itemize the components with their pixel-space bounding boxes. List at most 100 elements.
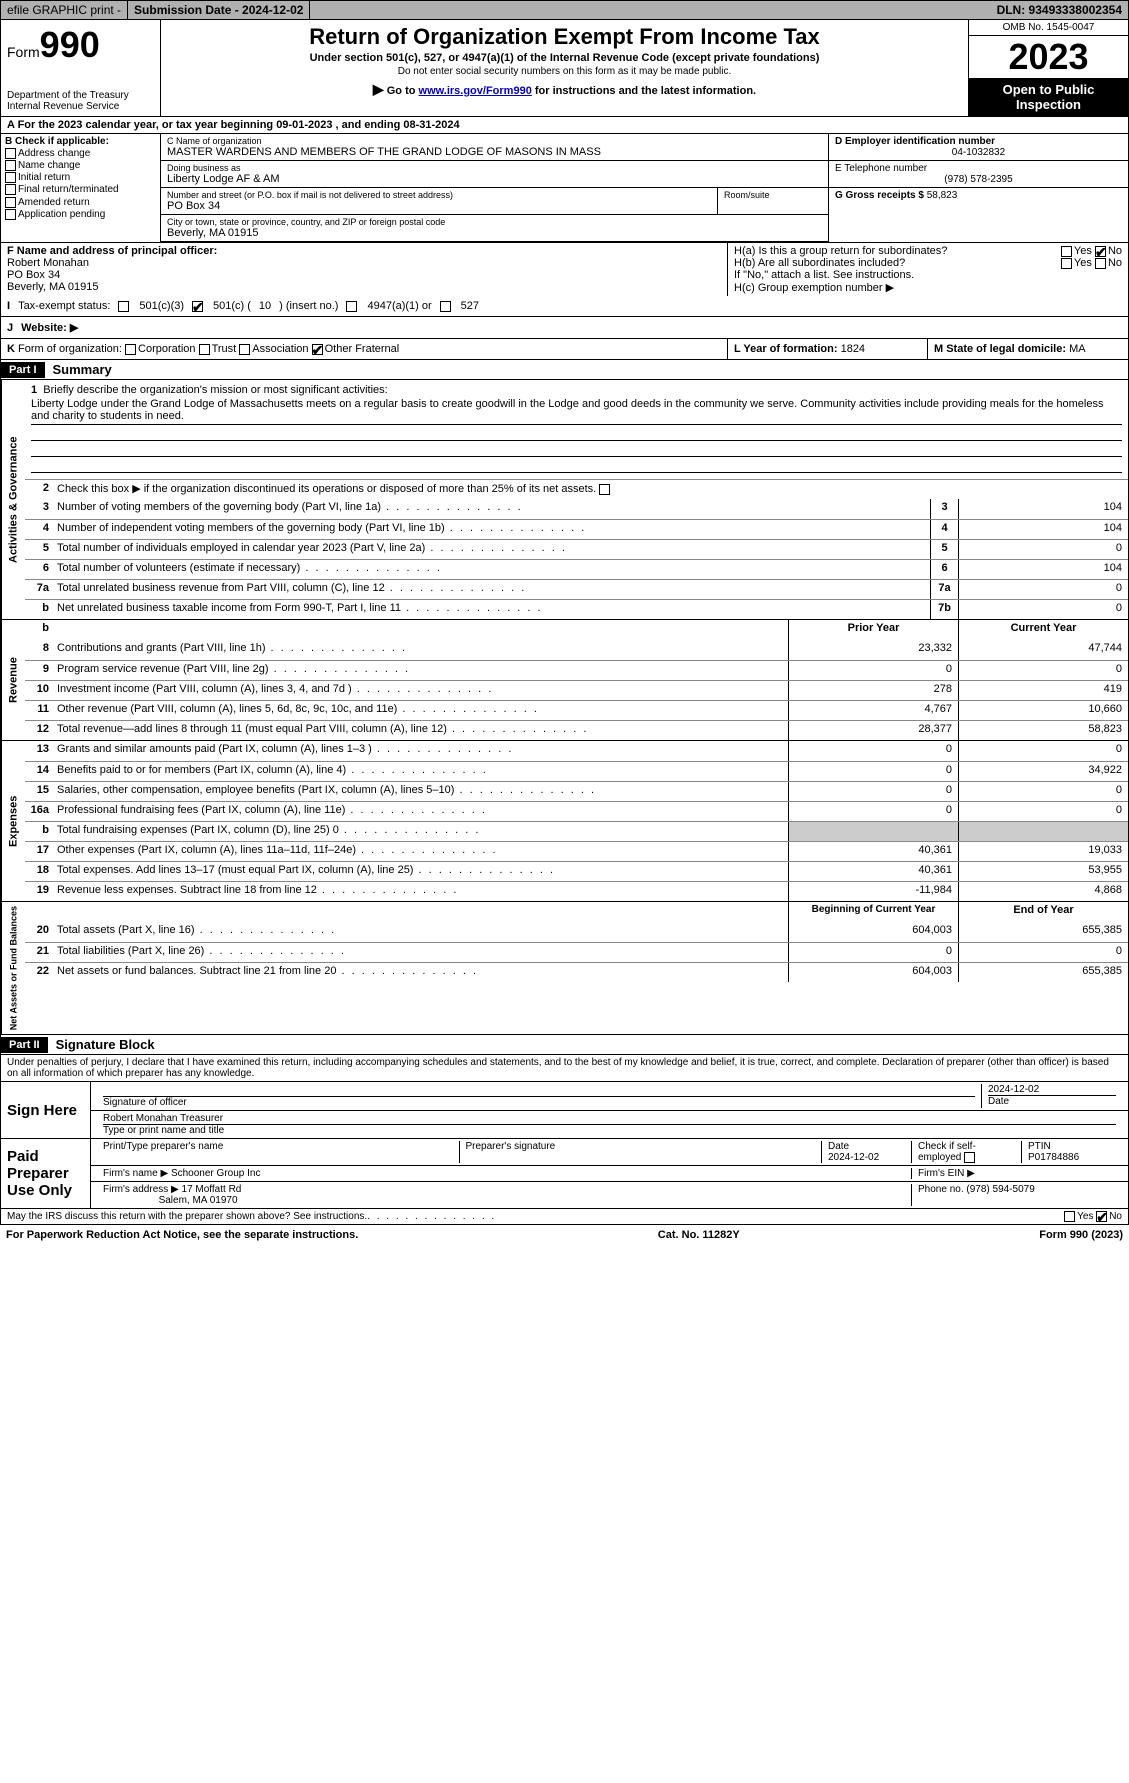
phone-label: E Telephone number <box>835 163 1122 174</box>
rev-line-10: 10Investment income (Part VIII, column (… <box>25 680 1128 700</box>
box-h: H(a) Is this a group return for subordin… <box>728 243 1128 296</box>
cb-4947[interactable] <box>346 301 357 312</box>
exp-line-19: 19Revenue less expenses. Subtract line 1… <box>25 881 1128 901</box>
dln: DLN: 93493338002354 <box>991 1 1128 19</box>
mission-text: Liberty Lodge under the Grand Lodge of M… <box>31 396 1122 425</box>
irs-link[interactable]: www.irs.gov/Form990 <box>419 85 532 97</box>
cb-527[interactable] <box>440 301 451 312</box>
org-name-cell: C Name of organization MASTER WARDENS AN… <box>161 134 828 161</box>
part1-title: Summary <box>45 360 120 379</box>
type-name-label: Type or print name and title <box>103 1124 1116 1136</box>
hdr-boy: Beginning of Current Year <box>788 902 958 922</box>
prep-name-label: Print/Type preparer's name <box>97 1141 460 1163</box>
501c-pre: 501(c) ( <box>213 300 251 312</box>
form-number: Form990 <box>7 24 154 66</box>
tax-status-label: Tax-exempt status: <box>18 300 110 312</box>
prep-date: 2024-12-02 <box>828 1152 879 1163</box>
cb-corp[interactable] <box>125 344 136 355</box>
ein-cell: D Employer identification number 04-1032… <box>829 134 1128 161</box>
org-name-label: C Name of organization <box>167 136 822 146</box>
cb-discuss-no[interactable] <box>1096 1211 1107 1222</box>
gov-line-4: 4Number of independent voting members of… <box>25 519 1128 539</box>
cb-discuss-yes[interactable] <box>1064 1211 1075 1222</box>
box-k: K Form of organization: Corporation Trus… <box>1 339 728 359</box>
goto-post: for instructions and the latest informat… <box>532 85 756 97</box>
ein-label: D Employer identification number <box>835 136 1122 147</box>
gov-line-6: 6Total number of volunteers (estimate if… <box>25 559 1128 579</box>
firm-name: Schooner Group Inc <box>171 1168 261 1179</box>
cb-other[interactable] <box>312 344 323 355</box>
street-label: Number and street (or P.O. box if mail i… <box>167 190 711 200</box>
tax-status-row: I Tax-exempt status: 501(c)(3) 501(c) (1… <box>0 296 1129 317</box>
cb-trust[interactable] <box>199 344 210 355</box>
ha-answer: Yes No <box>1061 245 1122 257</box>
cb-initial-return[interactable]: Initial return <box>5 172 156 183</box>
prep-date-label: Date <box>828 1141 849 1152</box>
rev-line-12: 12Total revenue—add lines 8 through 11 (… <box>25 720 1128 740</box>
cb-501c[interactable] <box>192 301 203 312</box>
ssn-note: Do not enter social security numbers on … <box>167 66 962 77</box>
tax-period: A For the 2023 calendar year, or tax yea… <box>0 117 1129 134</box>
netassets-section: Net Assets or Fund Balances Beginning of… <box>0 902 1129 1035</box>
cb-final-return[interactable]: Final return/terminated <box>5 184 156 195</box>
date-label: Date <box>988 1095 1116 1107</box>
form-footer: Form 990 (2023) <box>1039 1229 1123 1241</box>
klm-row: K Form of organization: Corporation Trus… <box>0 339 1129 360</box>
gross-value: 58,823 <box>927 190 958 201</box>
rev-line-9: 9Program service revenue (Part VIII, lin… <box>25 660 1128 680</box>
gov-line-3: 3Number of voting members of the governi… <box>25 499 1128 519</box>
part1-label: Part I <box>1 362 45 378</box>
cb-assoc[interactable] <box>239 344 250 355</box>
hb-label: H(b) Are all subordinates included? <box>734 257 1061 269</box>
k-label: K <box>7 343 15 355</box>
sig-intro: Under penalties of perjury, I declare th… <box>1 1055 1128 1082</box>
cb-app-pending[interactable]: Application pending <box>5 209 156 220</box>
other-value: Fraternal <box>355 343 399 355</box>
phone-cell: E Telephone number (978) 578-2395 <box>829 161 1128 188</box>
cb-discontinued[interactable] <box>599 484 610 495</box>
exp-line-17: 17Other expenses (Part IX, column (A), l… <box>25 841 1128 861</box>
part2-title: Signature Block <box>48 1035 163 1054</box>
side-gov: Activities & Governance <box>1 380 25 619</box>
line1-label: Briefly describe the organization's miss… <box>43 384 387 396</box>
box-b: B Check if applicable: Address change Na… <box>1 134 161 242</box>
fh-row: F Name and address of principal officer:… <box>0 242 1129 296</box>
city-value: Beverly, MA 01915 <box>167 227 822 239</box>
cb-501c3[interactable] <box>118 301 129 312</box>
discuss-yes: Yes <box>1077 1211 1093 1222</box>
m-value: MA <box>1069 343 1086 355</box>
net-line-20: 20Total assets (Part X, line 16)604,0036… <box>25 922 1128 942</box>
box-b-header: B Check if applicable: <box>5 136 156 147</box>
firm-phone-label: Phone no. <box>918 1184 964 1195</box>
discuss-text: May the IRS discuss this return with the… <box>7 1211 367 1222</box>
501c-post: ) (insert no.) <box>279 300 338 312</box>
self-employed: Check if self-employed <box>912 1141 1022 1163</box>
cb-name-change[interactable]: Name change <box>5 160 156 171</box>
firm-ein-label: Firm's EIN ▶ <box>912 1168 1122 1179</box>
city-cell: City or town, state or province, country… <box>161 215 828 242</box>
net-line-21: 21Total liabilities (Part X, line 26)00 <box>25 942 1128 962</box>
mission-block: 1 Briefly describe the organization's mi… <box>25 380 1128 479</box>
firm-addr-label: Firm's address ▶ <box>103 1184 179 1195</box>
footer: For Paperwork Reduction Act Notice, see … <box>0 1225 1129 1245</box>
opt-trust: Trust <box>212 343 237 355</box>
info-grid: B Check if applicable: Address change Na… <box>0 134 1129 242</box>
cb-amended[interactable]: Amended return <box>5 197 156 208</box>
ptin-label: PTIN <box>1028 1141 1051 1152</box>
form-header: Form990 Department of the Treasury Inter… <box>0 20 1129 117</box>
expenses-section: Expenses 13Grants and similar amounts pa… <box>0 741 1129 902</box>
cb-self-employed[interactable] <box>964 1152 975 1163</box>
officer-street: PO Box 34 <box>7 269 721 281</box>
hb-answer: Yes No <box>1061 257 1122 269</box>
activities-governance: Activities & Governance 1 Briefly descri… <box>0 380 1129 620</box>
exp-line-16a: 16aProfessional fundraising fees (Part I… <box>25 801 1128 821</box>
officer-city: Beverly, MA 01915 <box>7 281 721 293</box>
side-rev: Revenue <box>1 620 25 740</box>
cb-address-change[interactable]: Address change <box>5 148 156 159</box>
phone-value: (978) 578-2395 <box>835 174 1122 185</box>
gov-line-7a: 7aTotal unrelated business revenue from … <box>25 579 1128 599</box>
hb-note: If "No," attach a list. See instructions… <box>734 269 1122 281</box>
street-value: PO Box 34 <box>167 200 711 212</box>
room-suite: Room/suite <box>718 188 828 214</box>
goto-line: ▶ Go to www.irs.gov/Form990 for instruct… <box>167 81 962 98</box>
